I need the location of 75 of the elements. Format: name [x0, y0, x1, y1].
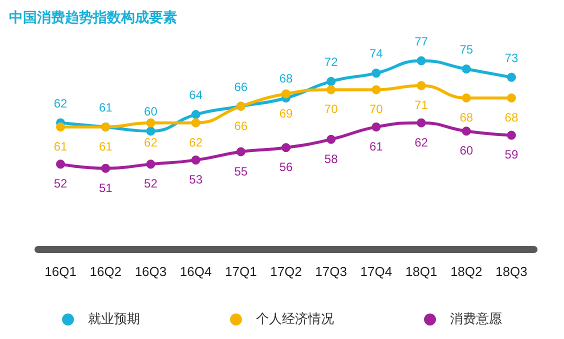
point [416, 118, 426, 128]
data-label: 62 [414, 135, 428, 150]
chart-title: 中国消费趋势指数构成要素 [9, 10, 177, 26]
point [146, 160, 156, 169]
data-label: 51 [98, 180, 113, 195]
data-label: 70 [324, 102, 338, 116]
x-tick-label: 17Q4 [360, 264, 392, 279]
data-label: 68 [460, 110, 474, 124]
data-label: 52 [144, 176, 158, 191]
point [326, 134, 336, 144]
point [282, 143, 290, 152]
legend-label: 消费意愿 [450, 312, 502, 327]
data-label: 53 [189, 172, 203, 187]
data-label: 61 [98, 139, 113, 154]
x-tick-label: 18Q1 [405, 264, 438, 279]
data-label: 55 [234, 164, 248, 178]
data-label: 68 [279, 71, 293, 86]
point [146, 126, 156, 136]
x-tick-label: 16Q3 [134, 264, 167, 279]
point [506, 93, 516, 102]
point [191, 156, 200, 165]
point [326, 85, 336, 94]
x-tick-label: 16Q2 [90, 264, 122, 279]
data-label: 60 [144, 104, 158, 119]
data-label: 52 [54, 176, 68, 191]
x-tick-label: 17Q3 [315, 264, 347, 279]
point [506, 72, 516, 82]
data-label: 74 [370, 46, 384, 61]
data-label: 62 [144, 135, 158, 150]
point [236, 147, 246, 156]
x-tick-label: 16Q1 [44, 264, 76, 279]
point [191, 110, 200, 120]
data-label: 69 [279, 106, 293, 120]
data-label: 77 [414, 34, 428, 48]
point [462, 126, 471, 136]
point [146, 118, 156, 128]
point [416, 81, 426, 90]
data-label: 71 [414, 98, 428, 112]
point [56, 122, 66, 132]
x-tick-label: 17Q2 [270, 264, 302, 279]
data-label: 62 [54, 96, 68, 110]
data-label: 62 [189, 135, 203, 150]
point [506, 130, 516, 140]
legend-label: 个人经济情况 [256, 312, 334, 327]
data-label: 60 [460, 144, 474, 158]
data-label: 72 [324, 54, 338, 69]
data-label: 61 [370, 139, 384, 154]
data-label: 56 [279, 160, 293, 174]
point [372, 122, 381, 132]
data-label: 64 [189, 88, 203, 102]
data-label: 59 [504, 148, 518, 162]
point [191, 118, 200, 128]
data-label: 75 [460, 42, 474, 57]
data-label: 68 [504, 110, 518, 124]
data-label: 70 [370, 102, 384, 116]
point [372, 85, 381, 94]
data-label: 61 [54, 139, 68, 154]
data-label: 58 [324, 152, 338, 166]
x-tick-label: 18Q3 [496, 264, 528, 279]
point [416, 56, 426, 66]
point [462, 93, 471, 102]
data-label: 61 [98, 100, 113, 114]
x-tick-label: 17Q1 [225, 264, 257, 279]
data-label: 66 [234, 80, 248, 94]
legend-label: 就业预期 [88, 312, 140, 327]
point [372, 68, 381, 78]
point [282, 89, 290, 98]
x-tick-label: 16Q4 [180, 264, 212, 279]
point [462, 64, 471, 74]
point [326, 76, 336, 86]
point [101, 164, 110, 173]
data-label: 66 [234, 118, 248, 133]
data-label: 73 [504, 50, 518, 65]
x-tick-label: 18Q2 [450, 264, 482, 279]
point [56, 160, 66, 169]
